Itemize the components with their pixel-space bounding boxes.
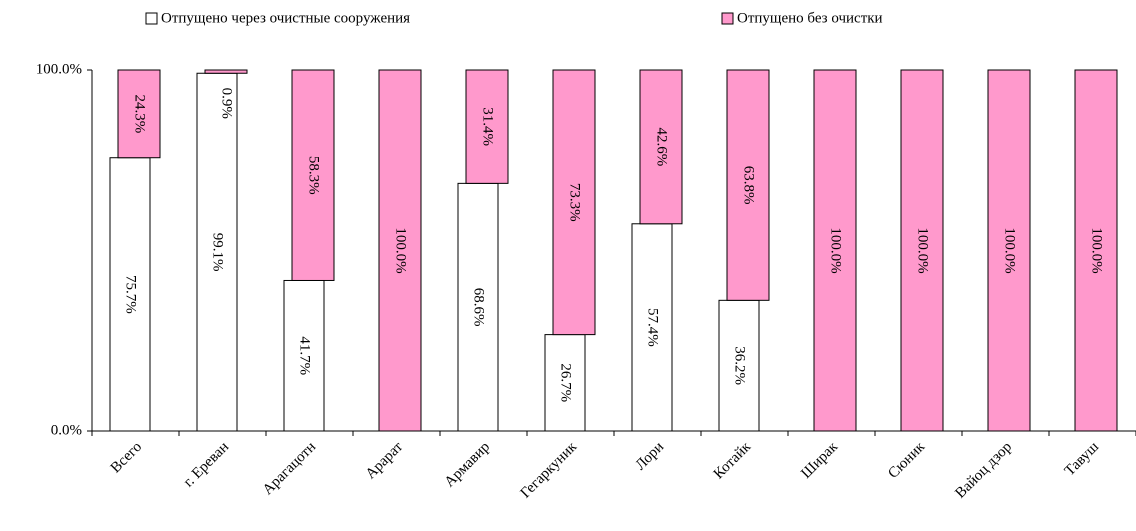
bar-segment <box>544 334 586 432</box>
bar-segment <box>813 69 857 432</box>
value-label: 99.1% <box>210 233 226 272</box>
bar-segment <box>109 157 151 432</box>
bar-segment <box>204 69 248 74</box>
bar-segment <box>291 69 335 281</box>
value-label: 75.7% <box>123 275 139 314</box>
bar-segment <box>900 69 944 432</box>
bar-segment <box>631 223 673 432</box>
x-tick-label: Вайоц дзор <box>952 439 1015 502</box>
x-tick-label: Гегаркуник <box>518 438 581 501</box>
legend-label: Отпущено через очистные сооружения <box>161 10 410 26</box>
value-label: 68.6% <box>471 288 487 327</box>
value-label: 0.9% <box>219 88 235 119</box>
x-tick-label: Арарат <box>363 439 407 483</box>
x-tick-label: г. Ереван <box>181 439 233 491</box>
bar-segment <box>987 69 1031 432</box>
value-label: 100.0% <box>393 227 409 273</box>
value-label: 36.2% <box>732 346 748 385</box>
bar-segment <box>283 279 325 432</box>
bar-segment <box>1074 69 1118 432</box>
y-tick-label: 0.0% <box>51 422 82 438</box>
value-label: 31.4% <box>480 107 496 146</box>
value-label: 41.7% <box>297 336 313 375</box>
value-label: 26.7% <box>558 363 574 402</box>
value-label: 100.0% <box>828 227 844 273</box>
value-label: 73.3% <box>567 183 583 222</box>
value-label: 100.0% <box>1002 227 1018 273</box>
value-label: 100.0% <box>1089 227 1105 273</box>
bar-segment <box>552 69 596 336</box>
x-tick-label: Тавуш <box>1062 439 1103 480</box>
x-tick-label: Лори <box>633 439 668 474</box>
x-tick-label: Ширак <box>798 438 841 481</box>
value-label: 57.4% <box>645 308 661 347</box>
bar-segment <box>117 69 161 159</box>
bar-segment <box>639 69 683 225</box>
value-label: 24.3% <box>132 94 148 133</box>
value-label: 63.8% <box>741 166 757 205</box>
legend-swatch <box>721 12 734 25</box>
bar-segment <box>378 69 422 432</box>
value-label: 100.0% <box>915 227 931 273</box>
bar-segment <box>196 72 238 432</box>
x-tick-label: Армавир <box>442 439 493 490</box>
value-label: 42.6% <box>654 128 670 167</box>
legend-swatch <box>145 12 158 25</box>
bar-segment <box>718 299 760 432</box>
x-tick-label: Сюник <box>885 438 928 481</box>
value-label: 58.3% <box>306 156 322 195</box>
bar-segment <box>465 69 509 184</box>
y-tick-label: 100.0% <box>36 61 82 77</box>
x-tick-label: Всего <box>108 439 145 476</box>
x-tick-label: Арагацотн <box>260 439 319 498</box>
bar-segment <box>726 69 770 301</box>
x-tick-label: Котайк <box>711 438 755 482</box>
legend-label: Отпущено без очистки <box>737 10 883 26</box>
